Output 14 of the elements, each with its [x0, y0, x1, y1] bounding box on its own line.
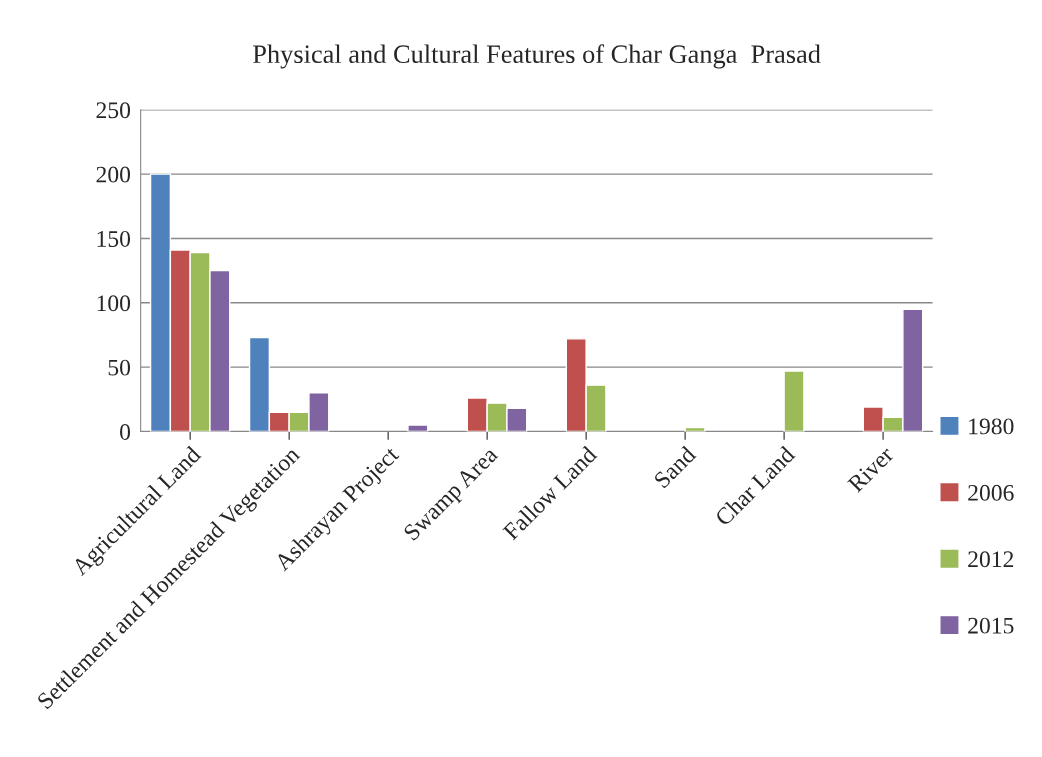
- bar: [684, 426, 706, 432]
- legend-label: 2006: [968, 484, 1014, 501]
- legend-label: 2015: [968, 617, 1014, 634]
- bar: [407, 424, 429, 432]
- y-tick-label: 0: [120, 423, 131, 440]
- y-tick-label: 150: [97, 230, 131, 247]
- legend-label: 1980: [969, 418, 1014, 435]
- legend-label: 2012: [968, 551, 1014, 568]
- y-tick-label: 200: [96, 166, 131, 183]
- y-tick-label: 100: [97, 295, 131, 312]
- y-tick-label: 50: [108, 359, 131, 376]
- y-tick-label: 250: [96, 102, 131, 119]
- bar: [783, 370, 805, 432]
- chart-title: Physical and Cultural Features of Char Ganga Prasad: [253, 44, 821, 69]
